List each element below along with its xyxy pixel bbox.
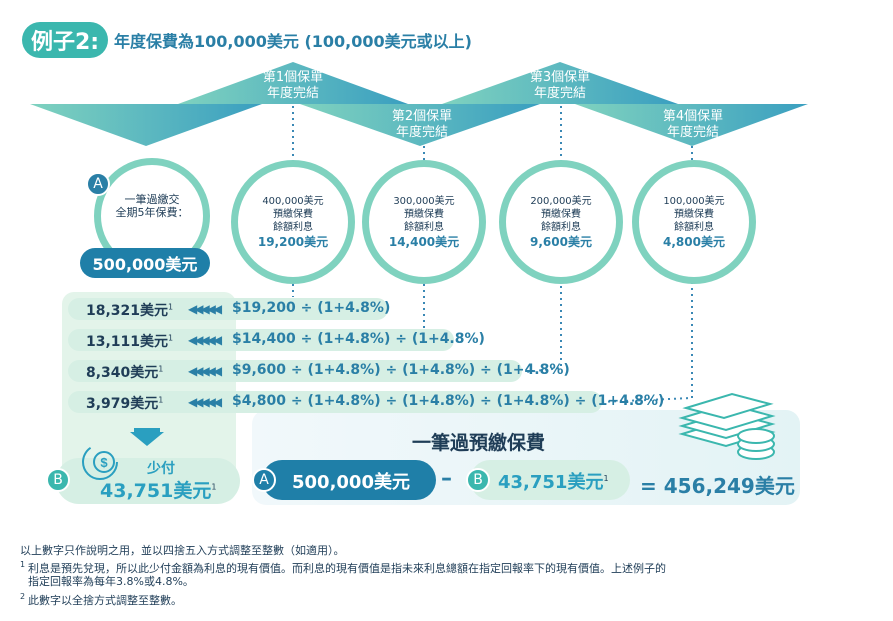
summary-b-amount: 43,751美元1 bbox=[498, 472, 609, 493]
row-4-value: 3,979美元1 bbox=[86, 395, 164, 412]
summary-heading: 一筆過預繳保費 bbox=[412, 432, 546, 454]
row-4-arrows-icon: ◀◀◀◀◀ bbox=[188, 395, 222, 409]
footnote-1-mark: 1 bbox=[20, 560, 26, 569]
row-1-arrows-icon: ◀◀◀◀◀ bbox=[188, 302, 222, 316]
footnote-1-line1: 利息是預先兌現，所以此少付金額為利息的現有價值。而利息的現有價值是指未來利息總額… bbox=[28, 562, 666, 575]
summary-badge-b: B bbox=[466, 468, 490, 492]
row-2-formula: $14,400 ÷ (1+4.8%) ÷ (1+4.8%) bbox=[232, 331, 485, 347]
row-3-arrows-icon: ◀◀◀◀◀ bbox=[188, 364, 222, 378]
summary-minus: – bbox=[441, 466, 452, 491]
row-1-bar bbox=[68, 298, 388, 320]
badge-b: B bbox=[46, 468, 70, 492]
badge-a: A bbox=[86, 172, 110, 196]
triangle-year-2 bbox=[300, 104, 540, 146]
footnote-intro: 以上數字只作說明之用，並以四捨五入方式調整至整數（如適用）。 bbox=[20, 544, 345, 557]
prepaid-circle-4: 100,000美元 預繳保費 餘額利息 4,800美元 bbox=[632, 160, 756, 284]
down-arrow-icon bbox=[130, 432, 164, 446]
triangle-start bbox=[30, 104, 262, 146]
money-stack-icon bbox=[678, 392, 776, 460]
footnote-2-text: 此數字以全捨方式調整至整數。 bbox=[28, 594, 182, 607]
summary-a-amount: 500,000美元 bbox=[292, 472, 410, 493]
summary-a-pill bbox=[262, 460, 436, 500]
row-2-arrows-icon: ◀◀◀◀◀ bbox=[188, 333, 222, 347]
summary-b-pill bbox=[470, 460, 630, 500]
summary-result: = 456,249美元 bbox=[640, 474, 795, 498]
triangle-year-1 bbox=[178, 62, 408, 104]
row-1-formula: $19,200 ÷ (1+4.8%) bbox=[232, 300, 391, 316]
refresh-dollar-icon: $ bbox=[78, 440, 122, 484]
row-3-bar bbox=[68, 360, 522, 382]
prepaid-circle-1: 400,000美元 預繳保費 餘額利息 19,200美元 bbox=[231, 160, 355, 284]
policy-year-2-label: 第2個保單 年度完結 bbox=[391, 109, 453, 140]
summary-badge-a: A bbox=[252, 468, 276, 492]
row-1-value: 18,321美元1 bbox=[86, 302, 174, 319]
footnote-2-mark: 2 bbox=[20, 592, 26, 601]
lump-sum-amount: 500,000美元 bbox=[80, 248, 210, 278]
policy-year-4-label: 第4個保單 年度完結 bbox=[662, 109, 724, 140]
policy-year-3-label: 第3個保單 年度完結 bbox=[529, 70, 591, 101]
page-title: 年度保費為100,000美元 (100,000美元或以上) bbox=[114, 32, 472, 51]
row-4-bar bbox=[68, 391, 602, 413]
row-2-bar bbox=[68, 329, 454, 351]
triangle-year-3 bbox=[442, 62, 678, 104]
triangle-year-4 bbox=[575, 104, 808, 146]
less-pay-amount: 43,751美元1 bbox=[100, 480, 217, 502]
prepaid-circle-2: 300,000美元 預繳保費 餘額利息 14,400美元 bbox=[362, 160, 486, 284]
row-4-formula: $4,800 ÷ (1+4.8%) ÷ (1+4.8%) ÷ (1+4.8%) … bbox=[232, 393, 665, 409]
less-pay-box bbox=[56, 458, 240, 504]
row-3-formula: $9,600 ÷ (1+4.8%) ÷ (1+4.8%) ÷ (1+4.8%) bbox=[232, 362, 570, 378]
example-badge: 例子2: bbox=[22, 22, 108, 58]
less-pay-label: 少付 bbox=[147, 461, 175, 477]
row-3-value: 8,340美元1 bbox=[86, 364, 164, 381]
row-2-value: 13,111美元1 bbox=[86, 333, 174, 350]
policy-year-1-label: 第1個保單 年度完結 bbox=[262, 70, 324, 101]
prepaid-circle-3: 200,000美元 預繳保費 餘額利息 9,600美元 bbox=[499, 160, 623, 284]
svg-text:$: $ bbox=[100, 455, 108, 470]
footnote-1-line2: 指定回報率為每年3.8%或4.8%。 bbox=[28, 575, 194, 588]
